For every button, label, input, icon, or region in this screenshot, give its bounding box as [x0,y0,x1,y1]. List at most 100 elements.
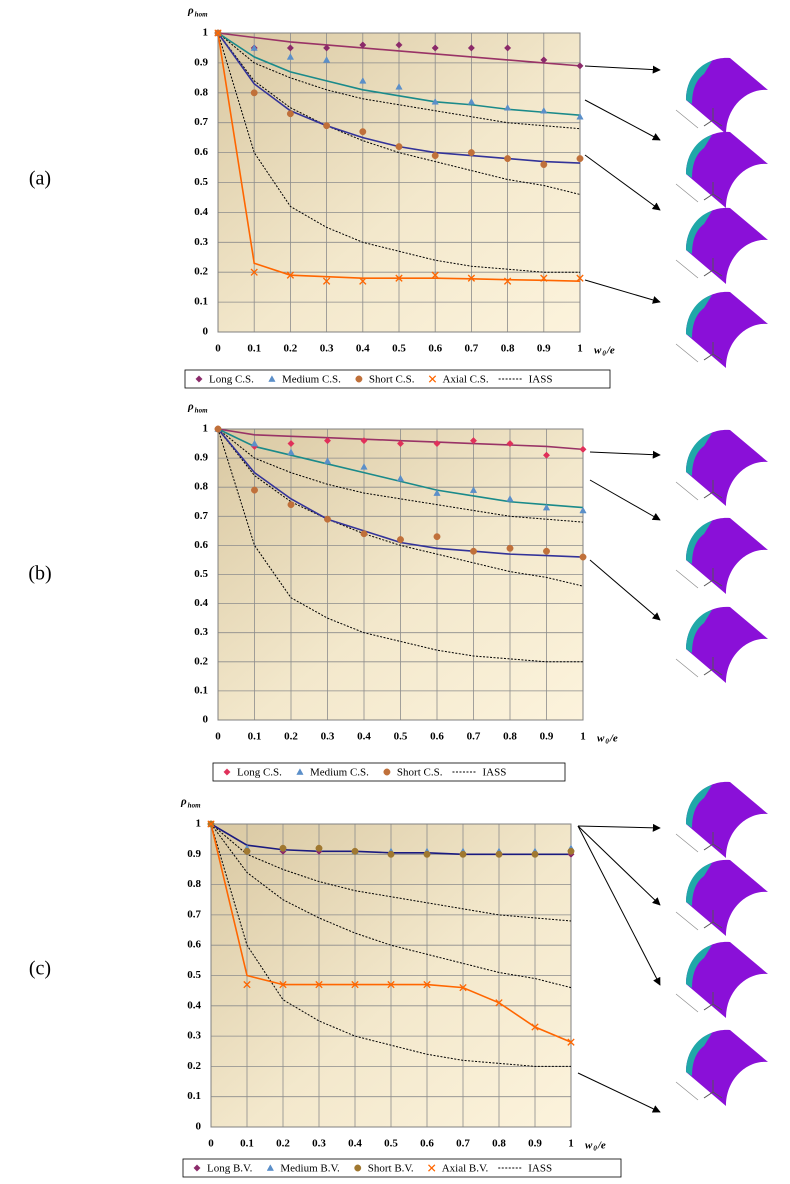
x-tick-label: 0.7 [465,343,479,355]
x-axis-label: w [585,1140,593,1152]
x-tick-label: 0.7 [467,731,481,743]
marker [507,545,513,551]
legend-symbol [384,769,390,775]
marker [244,848,250,854]
y-axis-label-subscript: hom [195,11,208,19]
legend-label: Long C.S. [209,374,254,386]
x-axis-label: /e [606,345,615,357]
marker [470,548,476,554]
arrows [578,66,660,1112]
shell-image [676,58,768,134]
marker [360,128,366,134]
x-tick-label: 0.4 [356,343,370,355]
y-tick-label: 0.7 [194,510,208,522]
marker [396,143,402,149]
x-tick-label: 0.9 [537,343,551,355]
arrow [590,480,660,520]
y-tick-label: 0.8 [194,481,208,493]
y-tick-label: 0.9 [187,848,201,860]
arrow [585,100,660,140]
y-tick-label: 0 [196,1121,202,1133]
x-axis-label-subscript: 0 [605,738,609,746]
legend-label: Axial C.S. [442,374,488,386]
x-tick-label: 0.2 [276,1138,290,1150]
y-tick-label: 0.4 [187,999,201,1011]
panel-label: (a) [29,168,51,190]
marker [288,501,294,507]
marker [316,845,322,851]
y-tick-label: 0 [203,326,209,338]
arrow [578,826,660,905]
legend-label: Short B.V. [368,1163,414,1175]
marker [352,848,358,854]
panel-label: (b) [28,563,51,585]
y-tick-label: 0.9 [194,56,208,68]
arrow [578,826,660,828]
arrow [590,452,660,455]
x-tick-label: 0.6 [428,343,442,355]
x-tick-label: 0.9 [528,1138,542,1150]
x-tick-label: 0.1 [240,1138,254,1150]
x-tick-label: 0.2 [284,731,298,743]
x-tick-label: 0.8 [501,343,515,355]
x-tick-label: 0 [215,343,221,355]
shell-image [676,782,768,858]
y-tick-label: 0.9 [194,452,208,464]
y-axis-label-subscript: hom [188,802,201,810]
y-tick-label: 0.4 [194,206,208,218]
marker [323,122,329,128]
x-tick-label: 0.4 [348,1138,362,1150]
x-axis-label: w [597,733,605,745]
marker [434,533,440,539]
y-tick-label: 0.2 [187,1060,201,1072]
y-tick-label: 0.3 [187,1030,201,1042]
shell-image [676,942,768,1018]
y-axis-label: ρ [187,5,194,17]
marker [532,851,538,857]
x-tick-label: 0.5 [384,1138,398,1150]
y-tick-label: 0.6 [194,539,208,551]
x-tick-label: 0.1 [247,343,261,355]
legend-symbol [356,376,362,382]
y-tick-label: 0.7 [187,908,201,920]
y-axis-label-subscript: hom [195,407,208,415]
legend-label: Axial B.V. [442,1163,489,1175]
y-tick-label: 0.6 [187,939,201,951]
x-tick-label: 0.3 [321,731,335,743]
marker [460,851,466,857]
y-tick-label: 1 [203,423,209,435]
legend-label: IASS [528,1163,552,1175]
arrow [585,66,660,70]
x-tick-label: 0.5 [394,731,408,743]
y-axis-label: ρ [180,796,187,808]
x-tick-label: 0 [215,731,221,743]
y-tick-label: 0.1 [187,1090,201,1102]
legend-label: Medium C.S. [282,374,341,386]
x-tick-label: 0.5 [392,343,406,355]
marker [468,149,474,155]
marker [251,90,257,96]
x-tick-label: 1 [568,1138,574,1150]
x-tick-label: 0.9 [540,731,554,743]
shell-image [676,430,768,506]
x-tick-label: 0.7 [456,1138,470,1150]
y-axis-label: ρ [187,401,194,413]
marker [577,155,583,161]
arrow [578,1073,660,1112]
marker [568,848,574,854]
legend-label: Short C.S. [397,767,443,779]
marker [543,548,549,554]
legend-label: Long C.S. [237,767,282,779]
x-axis-label: /e [597,1140,606,1152]
legend: Long B.V.Medium B.V.Short B.V.Axial B.V.… [183,1159,621,1177]
marker [580,554,586,560]
y-tick-label: 1 [203,27,209,39]
shell-image [676,518,768,594]
chart: (b)00.10.20.30.40.50.60.70.80.9100.10.20… [28,401,618,781]
marker [496,851,502,857]
shell-image [676,1030,768,1106]
shell-image [676,860,768,936]
x-tick-label: 0.4 [357,731,371,743]
y-tick-label: 0.7 [194,116,208,128]
